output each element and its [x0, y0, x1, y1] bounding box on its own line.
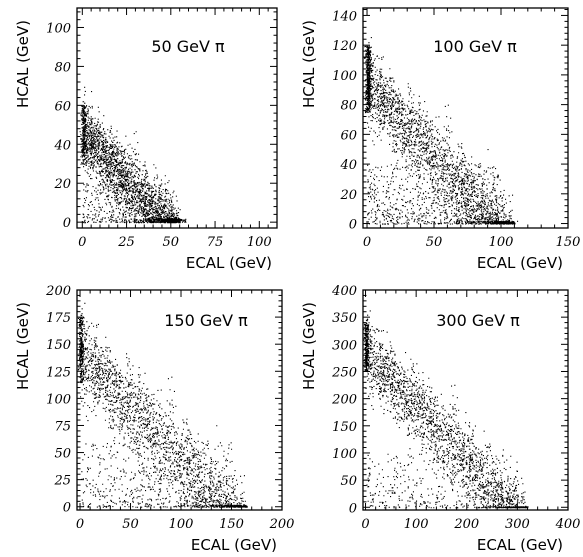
x-axis-label: ECAL (GeV) [186, 254, 272, 272]
y-tick-label: 0 [349, 218, 357, 233]
x-axis-label: ECAL (GeV) [477, 254, 563, 272]
y-tick-label: 0 [63, 216, 71, 231]
plot-frame [76, 289, 283, 511]
y-tick-label: 140 [332, 9, 357, 24]
y-tick-label: 120 [332, 39, 357, 54]
x-tick-label: 0 [361, 517, 369, 532]
x-tick-label: 50 [426, 235, 443, 250]
x-tick-label: 50 [122, 517, 139, 532]
y-tick-label: 175 [46, 311, 71, 326]
y-tick-label: 100 [332, 69, 357, 84]
x-tick-label: 400 [555, 517, 581, 532]
y-axis-label: HCAL (GeV) [14, 302, 32, 390]
y-tick-label: 20 [339, 188, 357, 203]
plot-frame [362, 289, 569, 511]
panel-title: 100 GeV π [433, 37, 517, 56]
y-tick-label: 100 [332, 447, 357, 462]
x-tick-label: 200 [453, 517, 479, 532]
y-tick-label: 350 [332, 311, 357, 326]
y-tick-label: 60 [340, 128, 357, 143]
y-axis-label: HCAL (GeV) [300, 20, 318, 108]
y-tick-label: 40 [53, 138, 71, 153]
y-tick-label: 100 [46, 392, 71, 407]
y-tick-label: 25 [53, 474, 71, 489]
x-tick-label: 0 [363, 235, 371, 250]
x-tick-label: 100 [404, 517, 429, 532]
y-tick-label: 0 [63, 501, 71, 516]
scatter-points [77, 302, 248, 508]
scatter-point-cloud [77, 302, 248, 508]
x-axis-label: ECAL (GeV) [191, 536, 277, 554]
scatter-point-cloud [79, 86, 187, 224]
y-tick-label: 150 [332, 420, 357, 435]
y-tick-label: 0 [349, 501, 357, 516]
y-axis-label: HCAL (GeV) [14, 20, 32, 108]
scatter-point-cloud [363, 37, 519, 225]
scatter-points [363, 310, 529, 509]
y-tick-label: 50 [54, 447, 71, 462]
x-tick-label: 100 [247, 235, 272, 250]
scatter-panel-2: 0 50 100 150 0 20 40 60 80 100 120 140 ECAL (GeV) HCA… [300, 7, 581, 272]
y-axis-label: HCAL (GeV) [300, 302, 318, 390]
y-tick-label: 20 [53, 177, 71, 192]
y-tick-label: 100 [46, 21, 71, 36]
x-tick-label: 50 [163, 235, 180, 250]
scatter-points [79, 86, 187, 224]
y-tick-label: 200 [45, 284, 71, 299]
y-tick-label: 125 [46, 365, 71, 380]
y-tick-label: 150 [46, 338, 71, 353]
x-tick-label: 0 [78, 235, 86, 250]
y-tick-label: 250 [331, 365, 357, 380]
scatter-panel-3: 0 50 100 150 200 0 25 50 75 100 125 150 175 200 ECAL (… [14, 284, 294, 554]
scatter-point-cloud [363, 310, 529, 509]
y-tick-label: 60 [54, 99, 71, 114]
y-tick-label: 40 [339, 158, 357, 173]
x-tick-label: 200 [269, 517, 295, 532]
scatter-panel-1: 0 25 50 75 100 0 20 40 60 80 100 ECAL (GeV) HCAL (Ge… [14, 7, 278, 272]
scatter-points [363, 37, 519, 225]
y-tick-label: 200 [331, 393, 357, 408]
x-tick-label: 75 [207, 235, 224, 250]
x-axis-label: ECAL (GeV) [477, 536, 563, 554]
y-tick-label: 80 [54, 60, 71, 75]
panel-title: 300 GeV π [436, 311, 520, 330]
x-tick-label: 150 [219, 517, 244, 532]
plot-frame [76, 7, 278, 229]
x-tick-label: 0 [76, 517, 84, 532]
y-tick-label: 75 [54, 419, 71, 434]
plot-frame [362, 7, 569, 229]
x-tick-label: 300 [505, 517, 530, 532]
y-tick-label: 50 [340, 474, 357, 489]
y-tick-label: 400 [331, 284, 357, 299]
x-tick-label: 100 [169, 517, 194, 532]
x-tick-label: 150 [556, 235, 581, 250]
y-tick-label: 300 [332, 338, 357, 353]
y-tick-label: 80 [340, 99, 357, 114]
scatter-panel-4: 0 100 200 300 400 0 50 100 150 200 250 300 350 400 ECA… [300, 284, 580, 554]
panel-title: 50 GeV π [151, 37, 225, 56]
x-tick-label: 100 [489, 235, 514, 250]
panel-title: 150 GeV π [164, 311, 248, 330]
x-tick-label: 25 [117, 235, 135, 250]
